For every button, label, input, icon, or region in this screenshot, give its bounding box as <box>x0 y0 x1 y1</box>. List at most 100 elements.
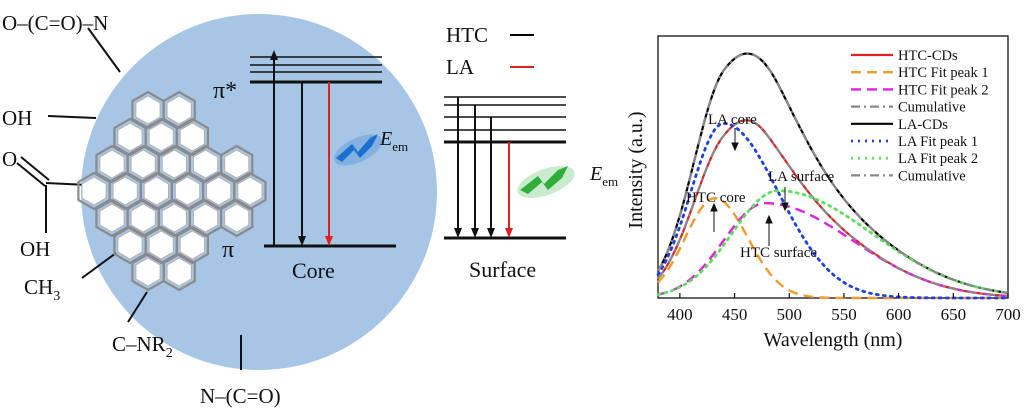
bond-co-1 <box>16 162 46 187</box>
hex-ring <box>162 252 196 292</box>
series-line-2 <box>657 202 1009 298</box>
series-line-5 <box>656 121 1010 300</box>
hex-ring <box>233 171 267 211</box>
x-tick-label: 550 <box>831 305 857 324</box>
hex-ring-inner <box>143 176 169 206</box>
core-excitation-arrowhead <box>270 50 278 60</box>
hex-ring-inner <box>99 149 125 179</box>
hex-ring-inner <box>179 230 205 260</box>
surface-energy-diagram: Surface Eem <box>444 96 618 282</box>
methyl-main: CH <box>24 275 53 299</box>
surface-arrowhead-3 <box>487 228 495 238</box>
amine-subscript: 2 <box>166 346 173 361</box>
annotation-la-surface: LA surface <box>768 169 835 185</box>
curves <box>656 52 1010 300</box>
hex-ring-inner <box>161 149 187 179</box>
group-methyl: CH3 <box>24 275 60 304</box>
methyl-subscript: 3 <box>53 289 60 304</box>
bond-ester <box>87 27 121 73</box>
annotation-arrows <box>710 128 789 246</box>
x-tick-label: 650 <box>941 305 967 324</box>
group-carboxyl-oh: OH <box>20 237 50 261</box>
bond-carboxyl <box>45 182 89 186</box>
surface-arrowhead-2 <box>471 228 479 238</box>
core-em-sub: em <box>392 139 408 154</box>
core-emission-label: Eem <box>379 128 408 154</box>
hex-ring-inner <box>130 203 156 233</box>
hex-ring-inner <box>135 95 161 125</box>
hex-ring-inner <box>224 203 250 233</box>
hex-ring-inner <box>117 230 143 260</box>
hex-ring-inner <box>135 257 161 287</box>
pi-label: π <box>222 237 234 263</box>
surface-emission-glow <box>517 166 575 198</box>
annotation-htc-core: HTC core <box>686 190 746 206</box>
group-amine: C–NR2 <box>112 332 173 361</box>
series-line-6 <box>656 189 1010 296</box>
bond-methyl <box>81 252 117 279</box>
hex-ring-inner <box>117 122 143 152</box>
plot-frame <box>657 35 1009 299</box>
amine-main: C–NR <box>112 332 166 356</box>
surface-em-sub: em <box>602 174 618 189</box>
x-axis-label: Wavelength (nm) <box>764 329 903 351</box>
core-relax-arrowhead <box>298 236 306 246</box>
pl-spectrum-chart: 400 450 500 550 600 650 700 Wavelength (nm) In… <box>625 35 1021 351</box>
hex-ring <box>175 225 209 265</box>
x-axis-ticks: 400 450 500 550 600 650 700 <box>667 293 1021 324</box>
x-tick-label: 400 <box>667 305 693 324</box>
series-line-1 <box>657 196 1008 300</box>
core-em-main: E <box>379 128 392 150</box>
hex-ring-inner <box>112 176 138 206</box>
surface-arrowhead-la <box>505 228 513 238</box>
method-legend: HTC LA <box>446 23 534 79</box>
hex-ring-inner <box>148 230 174 260</box>
hex-ring <box>220 144 254 184</box>
surface-em-main: E <box>589 163 602 185</box>
hex-ring-inner <box>166 257 192 287</box>
pi-star-label: π* <box>213 78 237 104</box>
legend-la-label: LA <box>446 55 475 79</box>
hex-ring-inner <box>206 176 232 206</box>
hex-ring-inner <box>99 203 125 233</box>
hex-ring-inner <box>224 149 250 179</box>
hex-ring <box>175 117 209 157</box>
legend-label-7: Cumulative <box>898 168 966 184</box>
x-tick-label: 600 <box>886 305 912 324</box>
hex-ring <box>162 90 196 130</box>
bond-amine <box>127 291 148 323</box>
surface-label: Surface <box>469 257 536 282</box>
core-emission-arrowhead <box>325 236 333 246</box>
legend-label-3: Cumulative <box>898 100 966 116</box>
hex-ring-inner <box>237 176 263 206</box>
hex-ring-inner <box>166 95 192 125</box>
legend-label-1: HTC Fit peak 1 <box>898 65 989 81</box>
group-amide: N–(C=O) <box>200 384 281 408</box>
surface-arrowhead-1 <box>454 228 462 238</box>
x-tick-label: 700 <box>995 305 1021 324</box>
core-emission-glow <box>333 134 383 166</box>
core-energy-diagram: π* π Core Eem <box>213 50 408 283</box>
bond-hydroxyl <box>47 115 97 119</box>
group-carbonyl-o: O <box>2 147 17 171</box>
legend-label-0: HTC-CDs <box>898 48 958 64</box>
legend-label-2: HTC Fit peak 2 <box>898 82 989 98</box>
core-label: Core <box>292 258 335 283</box>
hex-ring-inner <box>161 203 187 233</box>
hex-ring-inner <box>192 203 219 233</box>
hex-ring-inner <box>81 176 107 206</box>
x-tick-label: 500 <box>777 305 803 324</box>
group-ester-amide: O–(C=O)–N <box>2 11 108 35</box>
legend-label-6: LA Fit peak 2 <box>898 151 978 167</box>
legend-label-5: LA Fit peak 1 <box>898 134 978 150</box>
bond-co-2 <box>20 156 50 181</box>
hex-ring <box>220 198 254 238</box>
legend-label-4: LA-CDs <box>898 117 948 133</box>
x-tick-label: 450 <box>722 305 748 324</box>
annotation-la-core: LA core <box>708 112 757 128</box>
hex-ring-inner <box>174 176 201 206</box>
surface-emission-label: Eem <box>589 163 618 189</box>
annotation-htc-surface: HTC surface <box>740 245 817 261</box>
